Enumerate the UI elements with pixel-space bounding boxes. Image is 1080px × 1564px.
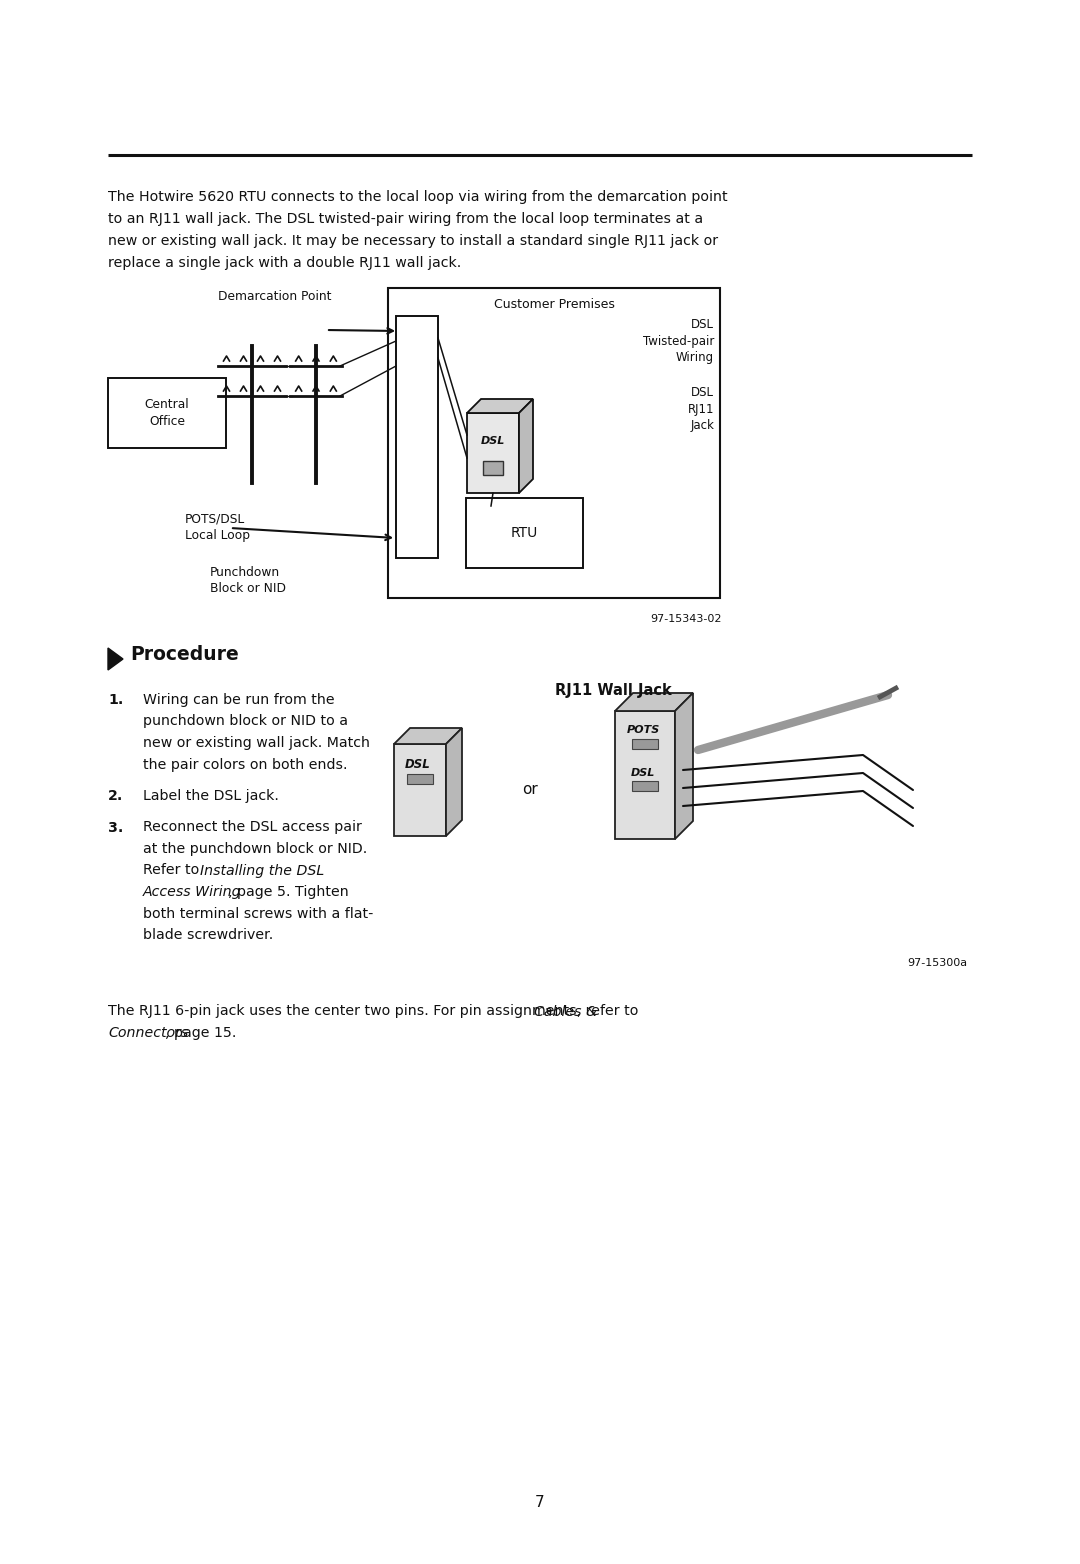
Bar: [465, 497, 583, 568]
Polygon shape: [108, 647, 123, 669]
Text: 97-15300a: 97-15300a: [907, 957, 967, 968]
Bar: [407, 774, 433, 784]
Text: Access Wiring: Access Wiring: [143, 885, 242, 899]
Text: Punchdown
Block or NID: Punchdown Block or NID: [210, 566, 286, 596]
Text: Customer Premises: Customer Premises: [494, 299, 615, 311]
Text: The Hotwire 5620 RTU connects to the local loop via wiring from the demarcation : The Hotwire 5620 RTU connects to the loc…: [108, 189, 728, 203]
Polygon shape: [467, 399, 534, 413]
Text: Installing the DSL: Installing the DSL: [200, 863, 324, 877]
Text: DSL
RJ11
Jack: DSL RJ11 Jack: [688, 386, 714, 432]
Text: 7: 7: [536, 1495, 544, 1509]
Text: new or existing wall jack. It may be necessary to install a standard single RJ11: new or existing wall jack. It may be nec…: [108, 235, 718, 249]
Text: Reconnect the DSL access pair: Reconnect the DSL access pair: [143, 821, 362, 835]
Text: POTS/DSL
Local Loop: POTS/DSL Local Loop: [185, 513, 249, 543]
Polygon shape: [467, 413, 519, 493]
Text: Procedure: Procedure: [130, 644, 239, 665]
Text: 97-15343-02: 97-15343-02: [650, 615, 723, 624]
Text: RTU: RTU: [511, 526, 538, 540]
Text: , page 15.: , page 15.: [165, 1026, 237, 1040]
Text: replace a single jack with a double RJ11 wall jack.: replace a single jack with a double RJ11…: [108, 256, 461, 271]
Text: DSL: DSL: [405, 759, 431, 771]
Bar: [396, 316, 438, 558]
Text: Demarcation Point: Demarcation Point: [218, 289, 332, 303]
Bar: [388, 288, 720, 597]
Text: Label the DSL jack.: Label the DSL jack.: [143, 788, 279, 802]
Text: to an RJ11 wall jack. The DSL twisted-pair wiring from the local loop terminates: to an RJ11 wall jack. The DSL twisted-pa…: [108, 213, 703, 227]
Text: punchdown block or NID to a: punchdown block or NID to a: [143, 715, 348, 729]
Bar: [483, 461, 503, 475]
Text: at the punchdown block or NID.: at the punchdown block or NID.: [143, 841, 367, 856]
Text: Refer to: Refer to: [143, 863, 204, 877]
Polygon shape: [394, 744, 446, 837]
Polygon shape: [394, 727, 462, 744]
Bar: [632, 782, 658, 791]
Polygon shape: [615, 693, 693, 712]
Text: Central
Office: Central Office: [145, 397, 189, 429]
Text: 2.: 2.: [108, 788, 123, 802]
Text: 1.: 1.: [108, 693, 123, 707]
Text: DSL
Twisted-pair
Wiring: DSL Twisted-pair Wiring: [643, 317, 714, 364]
Text: , page 5. Tighten: , page 5. Tighten: [228, 885, 349, 899]
Text: blade screwdriver.: blade screwdriver.: [143, 927, 273, 942]
Text: RJ11 Wall Jack: RJ11 Wall Jack: [555, 683, 672, 698]
Text: new or existing wall jack. Match: new or existing wall jack. Match: [143, 737, 370, 751]
Text: POTS: POTS: [626, 726, 660, 735]
Bar: [108, 378, 226, 447]
Text: Cables &: Cables &: [534, 1004, 596, 1018]
Text: DSL: DSL: [631, 768, 656, 777]
Text: the pair colors on both ends.: the pair colors on both ends.: [143, 757, 348, 771]
Text: 3.: 3.: [108, 821, 123, 835]
Polygon shape: [446, 727, 462, 837]
Text: Wiring can be run from the: Wiring can be run from the: [143, 693, 335, 707]
Text: Connectors: Connectors: [108, 1026, 188, 1040]
Polygon shape: [675, 693, 693, 838]
Polygon shape: [519, 399, 534, 493]
Text: both terminal screws with a flat-: both terminal screws with a flat-: [143, 907, 374, 921]
Polygon shape: [615, 712, 675, 838]
Bar: [632, 738, 658, 749]
Text: or: or: [522, 782, 538, 798]
Text: The RJ11 6-pin jack uses the center two pins. For pin assignments, refer to: The RJ11 6-pin jack uses the center two …: [108, 1004, 643, 1018]
Text: DSL: DSL: [481, 436, 505, 446]
